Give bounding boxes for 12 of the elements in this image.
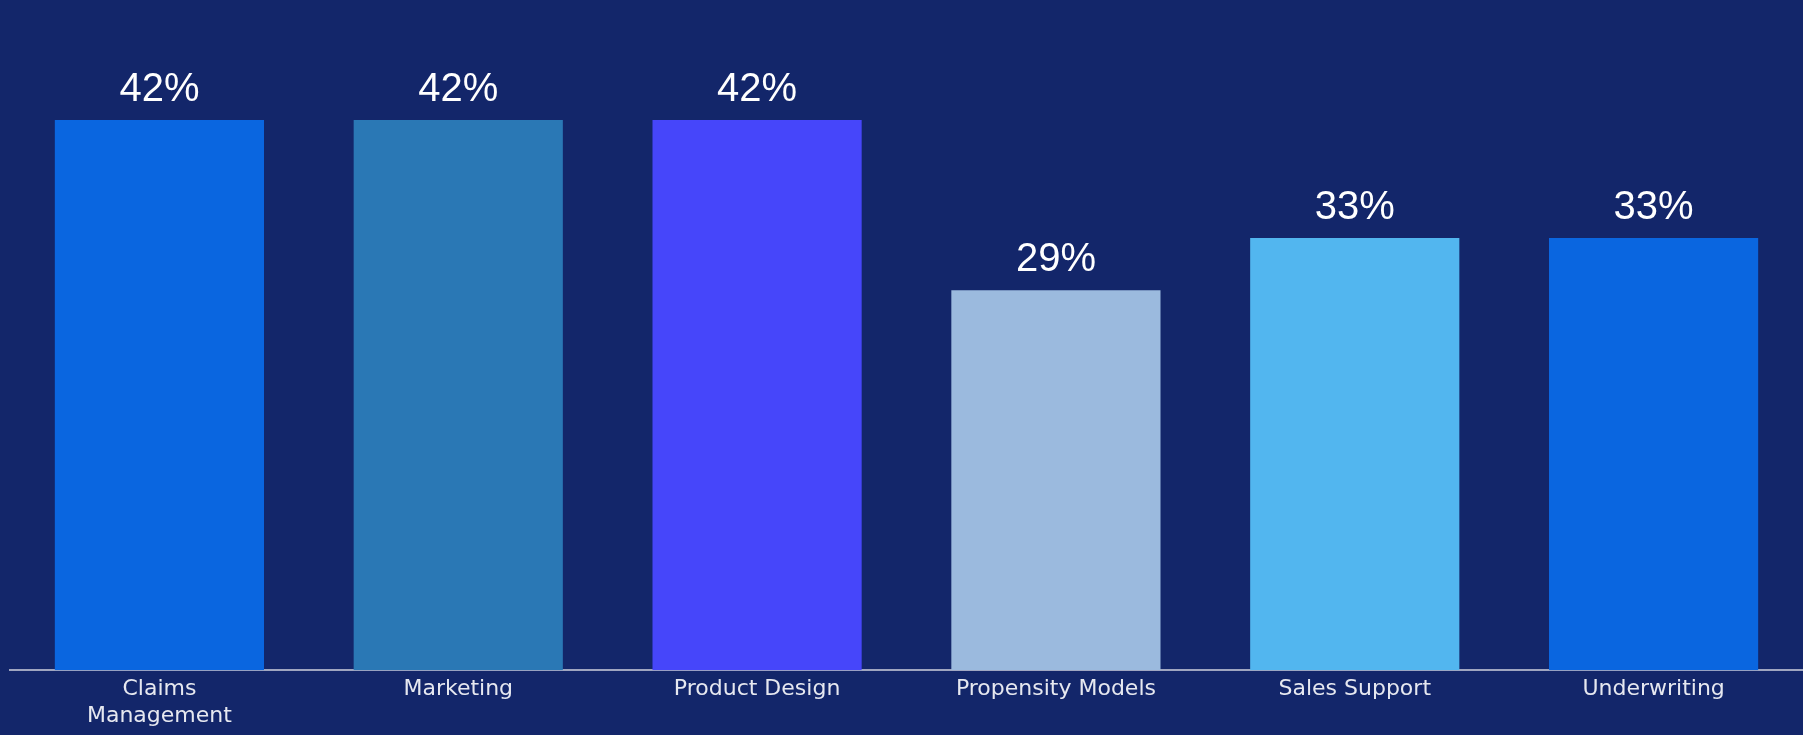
x-tick-label: Product Design [673, 675, 841, 701]
data-label: 42% [717, 65, 798, 110]
data-label: 33% [1314, 182, 1395, 227]
x-tick-label: Marketing [403, 675, 514, 701]
x-tick-label: Claims Management [86, 675, 233, 727]
x-tick-label: Underwriting [1582, 675, 1725, 701]
x-tick-label: Propensity Models [955, 675, 1156, 701]
data-label: 29% [1015, 235, 1096, 280]
x-tick-label: Sales Support [1278, 675, 1432, 701]
data-label: 42% [119, 65, 200, 110]
data-label: 33% [1613, 182, 1694, 227]
data-label: 42% [418, 65, 499, 110]
